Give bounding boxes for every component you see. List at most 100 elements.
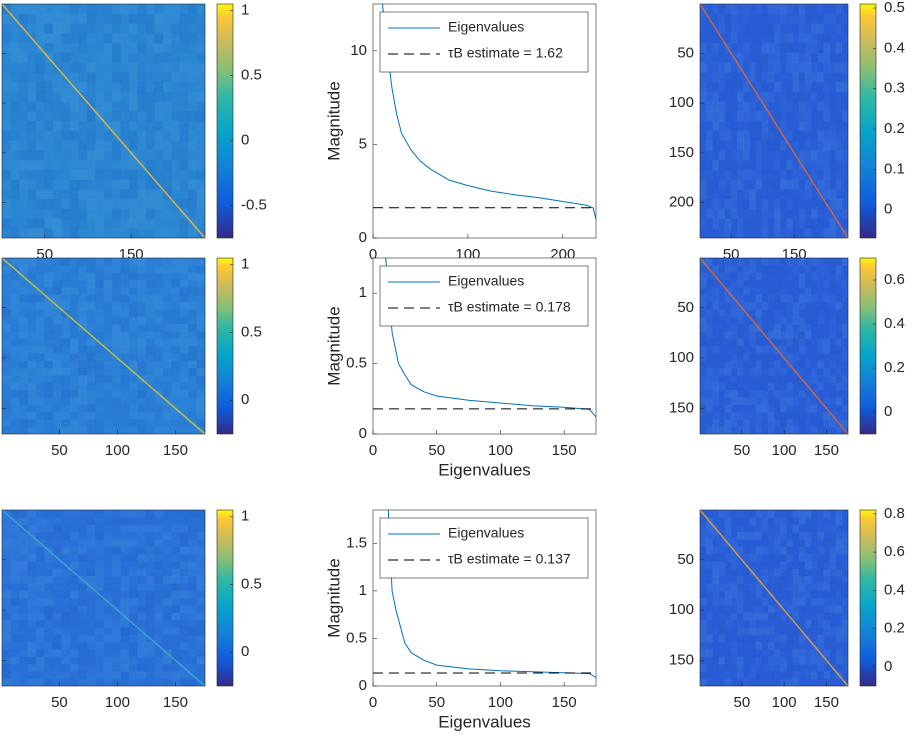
heatmap-texture	[10, 346, 20, 354]
heatmap-texture	[804, 316, 812, 325]
heatmap-texture	[786, 412, 793, 420]
heatmap-texture	[730, 671, 738, 680]
heatmap-texture	[95, 397, 104, 406]
heatmap-texture	[78, 169, 88, 180]
heatmap-texture	[18, 583, 28, 592]
heatmap-texture	[35, 199, 45, 210]
heatmap-texture	[767, 228, 775, 239]
heatmap-texture	[829, 258, 837, 266]
heatmap-texture	[712, 160, 719, 171]
heatmap-texture	[137, 218, 147, 229]
heatmap-texture	[798, 258, 806, 266]
heatmap-texture	[137, 546, 147, 555]
heatmap-texture	[835, 353, 843, 362]
heatmap-texture	[725, 605, 732, 613]
heatmap-texture	[700, 228, 707, 238]
heatmap-texture	[793, 43, 800, 53]
heatmap-texture	[829, 72, 837, 83]
heatmap-texture	[35, 598, 45, 606]
heatmap-texture	[792, 397, 800, 406]
heatmap-texture	[10, 101, 20, 112]
heatmap-texture	[743, 426, 750, 435]
heatmap-texture	[154, 302, 164, 310]
heatmap-texture	[817, 656, 824, 665]
heatmap-texture	[111, 397, 121, 406]
heatmap-texture	[786, 605, 793, 614]
heatmap-texture	[829, 101, 837, 112]
heatmap-texture	[718, 13, 726, 24]
heatmap-texture	[111, 150, 121, 161]
heatmap-texture	[145, 101, 155, 112]
heatmap-texture	[95, 140, 104, 151]
heatmap-texture	[171, 140, 181, 151]
heatmap-texture	[700, 360, 707, 369]
heatmap-texture	[743, 121, 750, 131]
heatmap-texture	[104, 82, 113, 92]
heatmap-texture	[792, 189, 800, 200]
heatmap-texture	[804, 590, 812, 599]
heatmap-texture	[823, 510, 830, 518]
heatmap-texture	[786, 671, 793, 680]
heatmap-texture	[188, 199, 198, 210]
heatmap-texture	[749, 121, 756, 132]
heatmap-texture	[761, 316, 769, 325]
heatmap-texture	[811, 375, 818, 384]
heatmap-texture	[823, 419, 830, 428]
heatmap-texture	[18, 189, 28, 200]
heatmap-texture	[774, 412, 781, 420]
heatmap-texture	[768, 273, 775, 281]
heatmap-texture	[188, 656, 198, 665]
heatmap-texture	[10, 287, 20, 296]
heatmap-texture	[835, 331, 843, 340]
heatmap-texture	[137, 576, 147, 584]
heatmap-texture	[811, 169, 818, 180]
heatmap-texture	[756, 170, 763, 180]
heatmap-texture	[196, 302, 206, 310]
heatmap-texture	[188, 287, 198, 296]
heatmap-texture	[179, 72, 189, 83]
heatmap-texture	[767, 91, 775, 102]
heatmap-texture	[196, 316, 206, 325]
heatmap-texture	[27, 52, 37, 63]
heatmap-texture	[718, 620, 726, 628]
heatmap-texture	[145, 412, 155, 420]
heatmap-texture	[145, 316, 155, 325]
heatmap-texture	[52, 590, 62, 599]
heatmap-texture	[137, 353, 147, 362]
heatmap-texture	[162, 309, 172, 318]
heatmap-texture	[145, 160, 155, 171]
heatmap-texture	[197, 33, 206, 43]
heatmap-texture	[737, 510, 744, 518]
y-tick-label: 0	[359, 677, 367, 694]
heatmap-texture	[823, 150, 830, 161]
heatmap-texture	[2, 287, 11, 295]
heatmap-texture	[146, 427, 155, 435]
heatmap-texture	[774, 228, 781, 239]
heatmap-texture	[817, 583, 824, 592]
heatmap-texture	[755, 510, 763, 518]
heatmap-texture	[35, 419, 45, 428]
heatmap-texture	[755, 130, 763, 141]
heatmap-texture	[755, 189, 763, 200]
heatmap-texture	[792, 228, 800, 239]
heatmap-texture	[823, 219, 830, 229]
heatmap-texture	[700, 24, 707, 34]
heatmap-texture	[27, 627, 37, 636]
heatmap-texture	[799, 82, 806, 92]
heatmap-texture	[188, 664, 198, 672]
heatmap-texture	[145, 130, 155, 141]
heatmap-texture	[196, 561, 206, 570]
heatmap-texture	[95, 324, 104, 332]
heatmap-texture	[35, 72, 45, 83]
heatmap-texture	[786, 324, 793, 332]
heatmap-texture	[737, 111, 744, 122]
heatmap-texture	[154, 294, 164, 303]
heatmap-texture	[171, 346, 181, 354]
heatmap-texture	[761, 382, 769, 391]
heatmap-texture	[835, 287, 843, 296]
heatmap-texture	[829, 605, 837, 614]
heatmap-texture	[137, 208, 147, 219]
heatmap-texture	[86, 189, 96, 200]
heatmap-texture	[700, 590, 707, 599]
heatmap-texture	[835, 72, 843, 83]
